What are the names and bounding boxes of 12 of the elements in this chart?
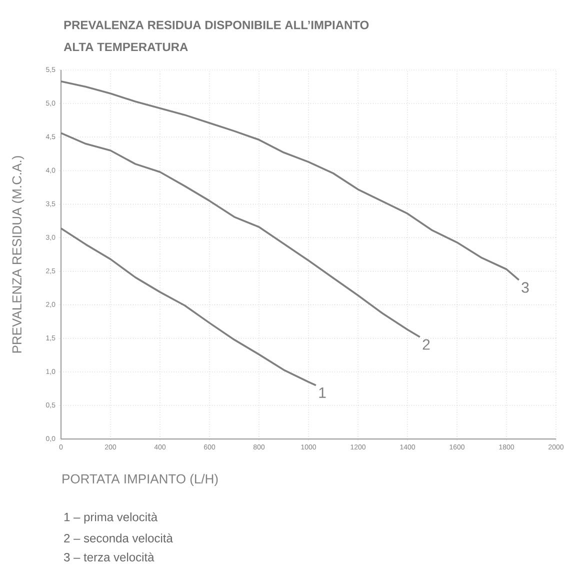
series-label: 1 <box>319 388 326 398</box>
line-series <box>60 227 317 386</box>
series-label: 2 <box>422 339 430 350</box>
y-axis-title: PREVALENZA RESIDUA (M.C.A.) <box>12 156 24 353</box>
text: 1 – prima velocità <box>64 512 158 524</box>
line-series <box>60 132 421 338</box>
series-label: 3 <box>522 282 529 293</box>
text: 3 – terza velocità <box>64 552 154 562</box>
x-axis-title: PORTATA IMPIANTO (L/H) <box>62 474 218 486</box>
chart-title: PREVALENZA RESIDUA DISPONIBILE ALL’IMPIANTO <box>64 20 369 30</box>
text: 2 – seconda velocità <box>64 534 173 542</box>
chart-subtitle: ALTA TEMPERATURA <box>64 42 188 52</box>
